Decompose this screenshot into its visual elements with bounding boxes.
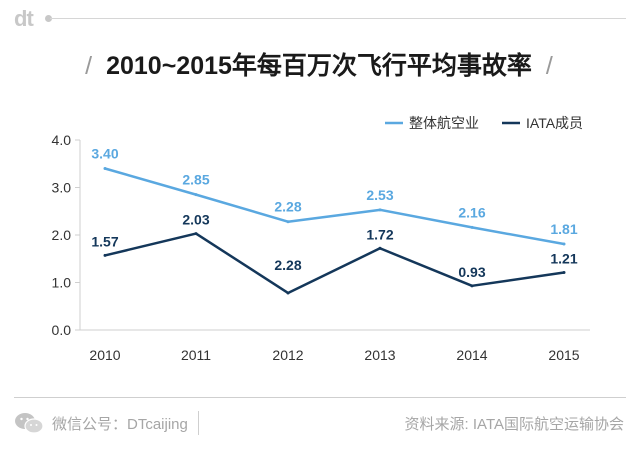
data-label: 1.72: [366, 226, 393, 242]
data-label: 2.28: [274, 257, 301, 273]
chart-title-row: / 2010~2015年每百万次飞行平均事故率 /: [0, 46, 638, 82]
y-tick-label: 1.0: [52, 275, 72, 291]
footer-wechat-text: 微信公号：DTcaijing: [52, 415, 188, 433]
y-tick-label: 0.0: [52, 322, 72, 338]
brand-rule: [50, 18, 626, 19]
y-tick-label: 2.0: [52, 227, 72, 243]
data-label: 3.40: [91, 146, 118, 162]
brand-rule-dot: [45, 15, 52, 22]
data-label: 2.85: [182, 172, 209, 188]
x-tick-label: 2012: [272, 347, 303, 363]
x-tick-label: 2014: [456, 347, 487, 363]
data-label: 2.03: [182, 212, 209, 228]
title-slash-left: /: [85, 52, 93, 80]
legend-label-2: IATA成员: [526, 115, 583, 131]
data-point: [378, 208, 382, 212]
data-point: [194, 232, 198, 236]
data-label: 1.81: [550, 221, 577, 237]
data-label: 0.93: [458, 264, 485, 280]
data-point: [470, 225, 474, 229]
series-line-1: [104, 167, 565, 246]
data-point: [286, 291, 290, 295]
chart-title: 2010~2015年每百万次飞行平均事故率: [106, 52, 532, 80]
data-point: [470, 284, 474, 288]
data-label: 2.16: [458, 204, 485, 220]
data-point: [562, 242, 566, 246]
wechat-icon: [15, 413, 44, 434]
footer-separator: [197, 411, 199, 435]
y-tick-label: 4.0: [52, 132, 72, 148]
data-label: 1.21: [550, 251, 577, 267]
legend-label-1: 整体航空业: [409, 115, 479, 131]
x-tick-label: 2013: [364, 347, 395, 363]
footer-source: 资料来源: IATA国际航空运输协会: [404, 416, 624, 433]
data-label: 2.53: [366, 187, 393, 203]
data-point: [286, 220, 290, 224]
data-point: [103, 167, 107, 170]
data-point: [378, 246, 382, 250]
x-tick-label: 2015: [548, 347, 579, 363]
x-tick-label: 2011: [181, 347, 211, 363]
data-label: 2.28: [274, 199, 301, 215]
footer-rule: [14, 397, 626, 398]
y-tick-label: 3.0: [52, 180, 72, 196]
title-slash-right: /: [545, 52, 553, 80]
footer-left: 微信公号：DTcaijing: [14, 410, 199, 436]
data-point: [194, 193, 198, 197]
data-point: [103, 253, 107, 257]
data-label: 1.57: [91, 233, 118, 249]
data-point: [562, 271, 566, 275]
series-line-2: [104, 232, 565, 295]
x-tick-label: 2010: [89, 347, 120, 363]
brand-logo: dt: [14, 6, 34, 31]
